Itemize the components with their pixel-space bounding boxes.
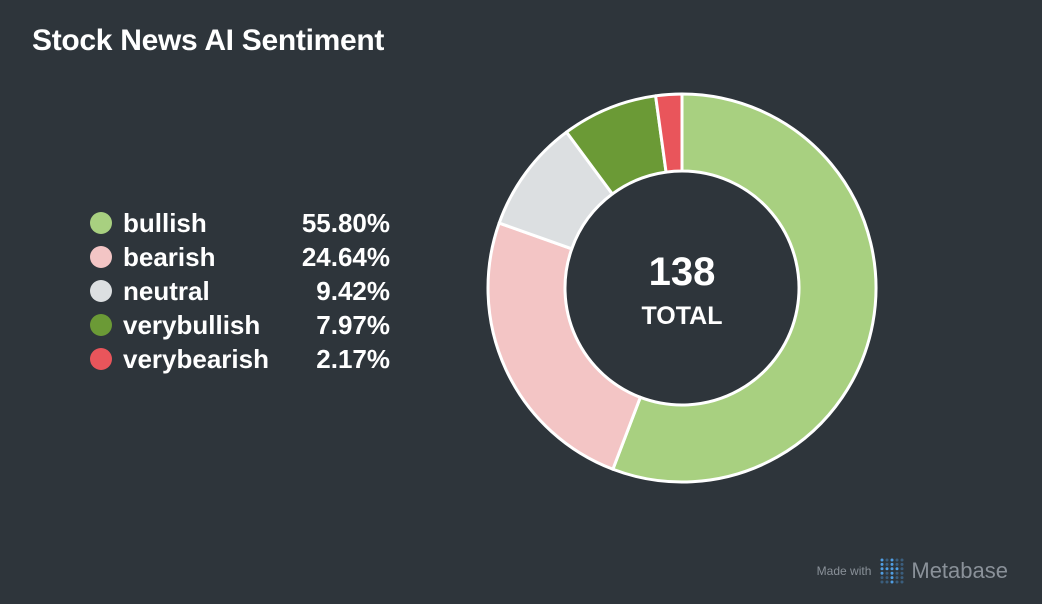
legend-percentage: 24.64% xyxy=(301,241,390,272)
center-total-value: 138 xyxy=(649,250,716,294)
donut-chart: 138 TOTAL xyxy=(482,88,882,488)
legend-item-verybullish[interactable]: verybullish 7.97% xyxy=(90,308,390,342)
footer-branding[interactable]: Made with Metabase xyxy=(817,558,1008,584)
chart-legend: bullish 55.80% bearish 24.64% neutral 9.… xyxy=(90,206,390,376)
made-with-text: Made with xyxy=(816,564,872,578)
donut-svg: 138 TOTAL xyxy=(486,92,878,484)
metabase-logo-icon xyxy=(880,558,904,584)
legend-item-verybearish[interactable]: verybearish 2.17% xyxy=(90,342,390,376)
legend-label: bullish xyxy=(123,207,207,238)
legend-dot-verybearish xyxy=(90,348,112,370)
legend-percentage: 7.97% xyxy=(316,309,390,340)
legend-percentage: 55.80% xyxy=(301,207,390,238)
donut-slice-bearish[interactable] xyxy=(486,221,642,471)
legend-item-bearish[interactable]: bearish 24.64% xyxy=(90,240,390,274)
legend-dot-neutral xyxy=(90,280,112,302)
donut-slices xyxy=(486,92,878,484)
chart-title: Stock News AI Sentiment xyxy=(32,24,385,57)
legend-label: verybearish xyxy=(123,343,269,374)
legend-dot-verybullish xyxy=(90,314,112,336)
legend-label: neutral xyxy=(123,275,210,306)
legend-dot-bearish xyxy=(90,246,112,268)
legend-item-neutral[interactable]: neutral 9.42% xyxy=(90,274,390,308)
donut-slice-bullish[interactable] xyxy=(611,92,878,484)
legend-item-bullish[interactable]: bullish 55.80% xyxy=(90,206,390,240)
legend-percentage: 9.42% xyxy=(316,275,390,306)
center-total-label: TOTAL xyxy=(641,302,722,330)
legend-percentage: 2.17% xyxy=(316,343,390,374)
legend-label: bearish xyxy=(123,241,216,272)
legend-dot-bullish xyxy=(90,212,112,234)
legend-label: verybullish xyxy=(123,309,261,340)
donut-slice-verybearish[interactable] xyxy=(654,92,684,174)
brand-name: Metabase xyxy=(911,558,1008,583)
